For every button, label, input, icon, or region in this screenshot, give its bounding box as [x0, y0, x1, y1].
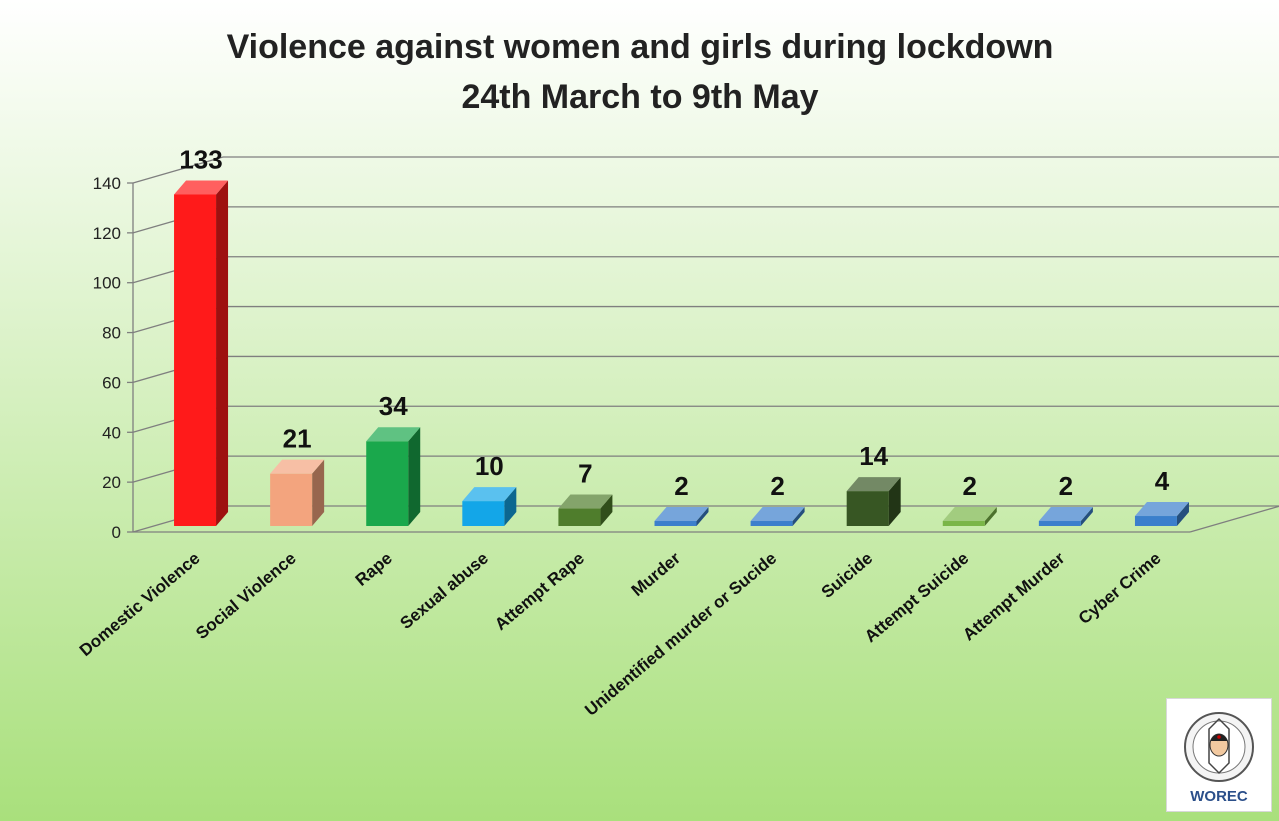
- data-label: 10: [475, 451, 504, 481]
- y-tick-label: 0: [112, 523, 121, 542]
- bar-top: [654, 507, 709, 522]
- data-label: 21: [283, 424, 312, 454]
- data-label: 2: [770, 471, 784, 501]
- bar-front: [1134, 516, 1177, 526]
- data-label: 34: [379, 391, 408, 421]
- logo-text: WOREC: [1190, 788, 1248, 805]
- bar: [462, 487, 517, 526]
- bar: [270, 459, 325, 526]
- bars: 133 21 34 10 7 2 2 14 2 2 4: [174, 144, 1189, 526]
- bar: [1038, 507, 1093, 526]
- data-label: 7: [578, 459, 592, 489]
- bar-side: [888, 477, 901, 526]
- bar-front: [846, 491, 889, 526]
- y-axis: 0 20 40 60 80 100 120 140: [93, 174, 134, 542]
- bar-front: [654, 521, 697, 526]
- chart-subtitle: 24th March to 9th May: [461, 78, 818, 116]
- bar-side: [600, 494, 613, 526]
- data-label: 2: [674, 471, 688, 501]
- bar-top: [270, 459, 325, 474]
- bar-top: [558, 494, 613, 509]
- bar: [654, 507, 709, 526]
- bar-top: [942, 507, 997, 522]
- data-label: 2: [1059, 471, 1073, 501]
- bar-side: [984, 507, 997, 526]
- bar: [846, 477, 901, 526]
- bar-top: [366, 427, 421, 442]
- y-tick-label: 100: [93, 274, 121, 293]
- bar-top: [1134, 502, 1189, 517]
- bar-front: [270, 473, 313, 526]
- bar-front: [462, 501, 505, 526]
- bar-side: [216, 180, 229, 526]
- chart-title: Violence against women and girls during …: [227, 28, 1054, 66]
- bar: [942, 507, 997, 526]
- bar-top: [750, 507, 805, 522]
- bar-top: [462, 487, 517, 502]
- bar-side: [504, 487, 517, 526]
- bar-side: [1080, 507, 1093, 526]
- bar-front: [174, 194, 217, 526]
- y-tick-label: 80: [102, 324, 121, 343]
- bar-side: [1176, 502, 1189, 526]
- bar-side: [312, 459, 325, 526]
- bar-side: [408, 427, 421, 526]
- data-label: 2: [963, 471, 977, 501]
- y-tick-label: 40: [102, 423, 121, 442]
- data-label: 4: [1155, 466, 1170, 496]
- bar: [1134, 502, 1189, 526]
- bar-top: [174, 180, 229, 195]
- bar-front: [366, 441, 409, 526]
- bar-front: [1038, 521, 1081, 526]
- bar-front: [750, 521, 793, 526]
- bar: [366, 427, 421, 526]
- y-tick-label: 60: [102, 373, 121, 392]
- bar-side: [696, 507, 709, 526]
- y-tick-label: 120: [93, 224, 121, 243]
- worec-logo: WOREC: [1166, 698, 1272, 812]
- bar-top: [846, 477, 901, 492]
- logo-emblem-icon: [1184, 712, 1254, 782]
- bar: [750, 507, 805, 526]
- floor-right-edge: [1189, 505, 1279, 533]
- y-tick-label: 140: [93, 174, 121, 193]
- data-label: 133: [179, 144, 222, 174]
- bar-front: [942, 521, 985, 526]
- y-tick-label: 20: [102, 473, 121, 492]
- bar: [174, 180, 229, 526]
- data-label: 14: [859, 441, 888, 471]
- gridline-depth: [132, 156, 224, 184]
- bar-front: [558, 508, 601, 526]
- bar: [558, 494, 613, 526]
- bar-top: [1038, 507, 1093, 522]
- bar-side: [792, 507, 805, 526]
